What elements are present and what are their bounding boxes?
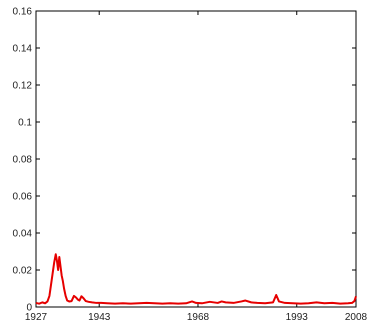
- y-tick-label: 0.1: [18, 118, 32, 129]
- tick-labels: 0 0.02 0.04 0.06 0.08 0.1 0.12 0.14 0.16 1927 1943…: [13, 7, 368, 324]
- plot-area: [35, 10, 357, 308]
- y-tick-label: 0.14: [13, 44, 33, 55]
- x-tick-label: 1993: [286, 312, 309, 323]
- y-tick-label: 0: [26, 303, 32, 314]
- x-tick-label: 1968: [187, 312, 210, 323]
- x-tick-label: 1943: [88, 312, 111, 323]
- y-tick-label: 0.02: [13, 266, 33, 277]
- y-tick-label: 0.06: [13, 192, 33, 203]
- series-line: [35, 253, 357, 305]
- y-tick-label: 0.08: [13, 155, 33, 166]
- y-tick-label: 0.04: [13, 229, 33, 240]
- y-tick-label: 0.16: [13, 7, 33, 18]
- x-tick-label: 1927: [25, 312, 48, 323]
- x-tick-label: 2008: [345, 312, 368, 323]
- y-tick-label: 0.12: [13, 81, 33, 92]
